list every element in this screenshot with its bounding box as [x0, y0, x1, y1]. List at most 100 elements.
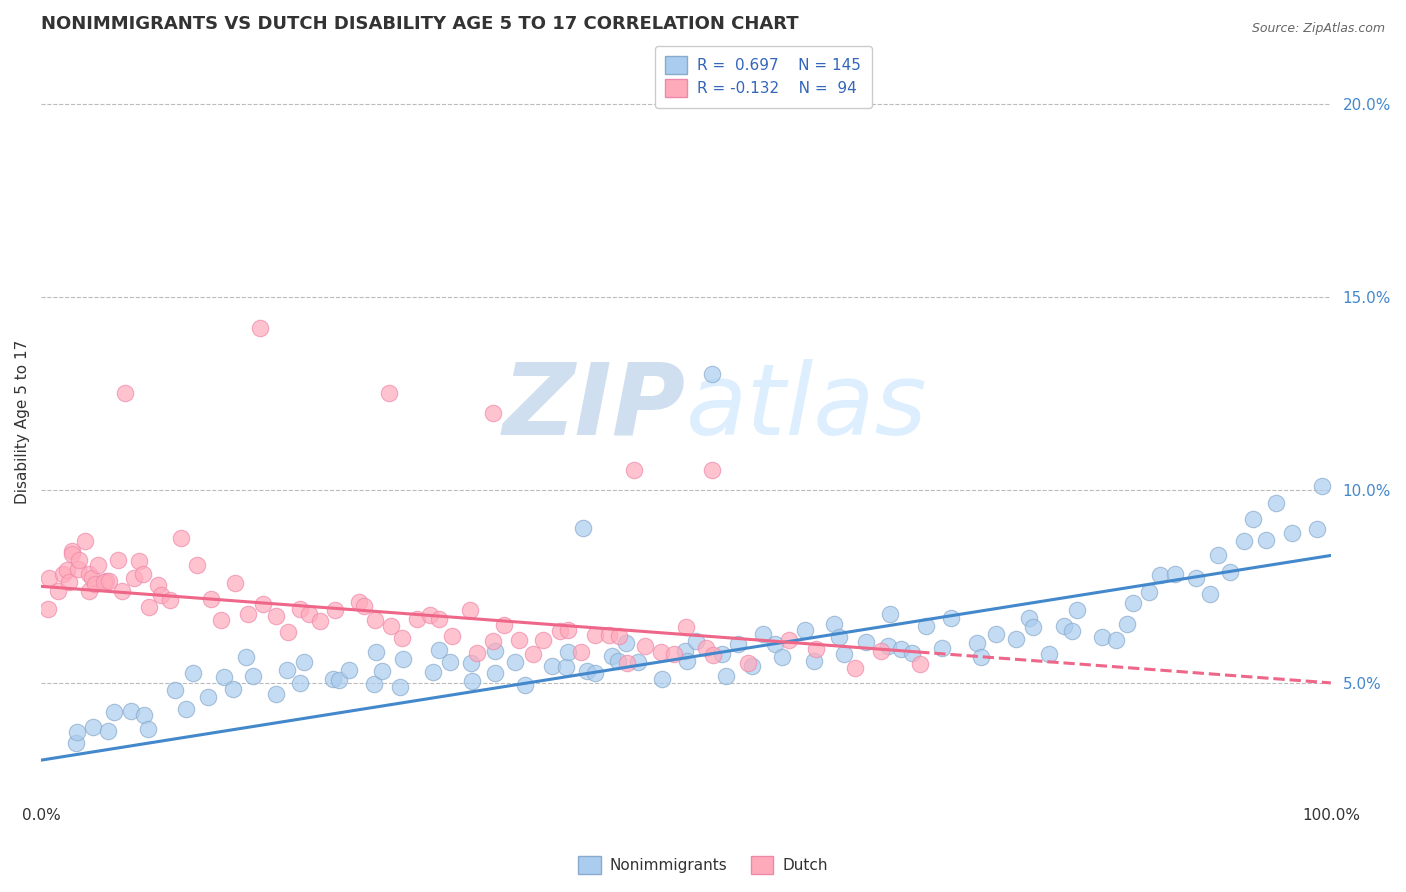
Point — [52, 567, 75, 582]
Point — [484, 666, 506, 681]
Point — [803, 654, 825, 668]
Point — [901, 646, 924, 660]
Point — [392, 652, 415, 666]
Point — [751, 627, 773, 641]
Point — [1312, 478, 1334, 492]
Point — [114, 386, 136, 401]
Point — [1149, 568, 1171, 582]
Point — [908, 657, 931, 672]
Point — [1254, 533, 1277, 548]
Point — [264, 687, 287, 701]
Point — [482, 634, 505, 648]
Point — [82, 719, 104, 733]
Point — [149, 588, 172, 602]
Point — [700, 367, 723, 381]
Legend: R =  0.697    N = 145, R = -0.132    N =  94: R = 0.697 N = 145, R = -0.132 N = 94 — [655, 45, 872, 108]
Point — [170, 531, 193, 545]
Point — [702, 648, 724, 663]
Point — [890, 642, 912, 657]
Point — [664, 647, 686, 661]
Point — [598, 628, 620, 642]
Point — [844, 661, 866, 675]
Point — [323, 603, 346, 617]
Point — [174, 702, 197, 716]
Point — [651, 672, 673, 686]
Point — [700, 463, 723, 477]
Point — [572, 521, 595, 535]
Point — [103, 705, 125, 719]
Point — [1018, 611, 1040, 625]
Point — [770, 650, 793, 665]
Point — [583, 665, 606, 680]
Point — [879, 607, 901, 622]
Point — [122, 571, 145, 585]
Point — [685, 634, 707, 648]
Point — [66, 725, 89, 739]
Point — [308, 615, 330, 629]
Point — [606, 654, 628, 668]
Point — [136, 722, 159, 736]
Point — [56, 562, 79, 576]
Point — [1038, 647, 1060, 661]
Point — [548, 624, 571, 639]
Point — [793, 624, 815, 638]
Point — [82, 571, 104, 585]
Point — [322, 672, 344, 686]
Point — [583, 628, 606, 642]
Point — [422, 665, 444, 680]
Point — [1105, 633, 1128, 648]
Point — [60, 543, 83, 558]
Point — [277, 624, 299, 639]
Point — [146, 577, 169, 591]
Point — [673, 644, 696, 658]
Point — [111, 583, 134, 598]
Point — [823, 617, 845, 632]
Point — [214, 670, 236, 684]
Point — [1060, 624, 1083, 638]
Point — [966, 636, 988, 650]
Point — [405, 612, 427, 626]
Point — [600, 649, 623, 664]
Point — [540, 659, 562, 673]
Point — [186, 558, 208, 572]
Point — [197, 690, 219, 705]
Point — [290, 602, 312, 616]
Point — [200, 592, 222, 607]
Point — [484, 644, 506, 658]
Point — [292, 655, 315, 669]
Point — [1053, 618, 1076, 632]
Point — [1206, 548, 1229, 562]
Point — [931, 641, 953, 656]
Point — [378, 386, 401, 401]
Point — [62, 547, 84, 561]
Point — [328, 673, 350, 688]
Point — [513, 678, 536, 692]
Point — [138, 599, 160, 614]
Point — [569, 645, 592, 659]
Text: ZIP: ZIP — [503, 359, 686, 456]
Point — [984, 626, 1007, 640]
Point — [741, 659, 763, 673]
Text: NONIMMIGRANTS VS DUTCH DISABILITY AGE 5 TO 17 CORRELATION CHART: NONIMMIGRANTS VS DUTCH DISABILITY AGE 5 … — [41, 15, 799, 33]
Point — [855, 635, 877, 649]
Point — [38, 570, 60, 584]
Point — [576, 664, 599, 678]
Point — [298, 607, 321, 621]
Point — [93, 574, 115, 589]
Point — [1022, 620, 1045, 634]
Point — [503, 656, 526, 670]
Point — [727, 637, 749, 651]
Point — [120, 704, 142, 718]
Point — [389, 680, 412, 694]
Point — [77, 583, 100, 598]
Point — [97, 723, 120, 738]
Point — [778, 632, 800, 647]
Point — [650, 645, 672, 659]
Point — [427, 612, 450, 626]
Point — [557, 645, 579, 659]
Point — [391, 631, 413, 645]
Point — [439, 655, 461, 669]
Point — [1241, 512, 1264, 526]
Point — [290, 675, 312, 690]
Point — [461, 674, 484, 689]
